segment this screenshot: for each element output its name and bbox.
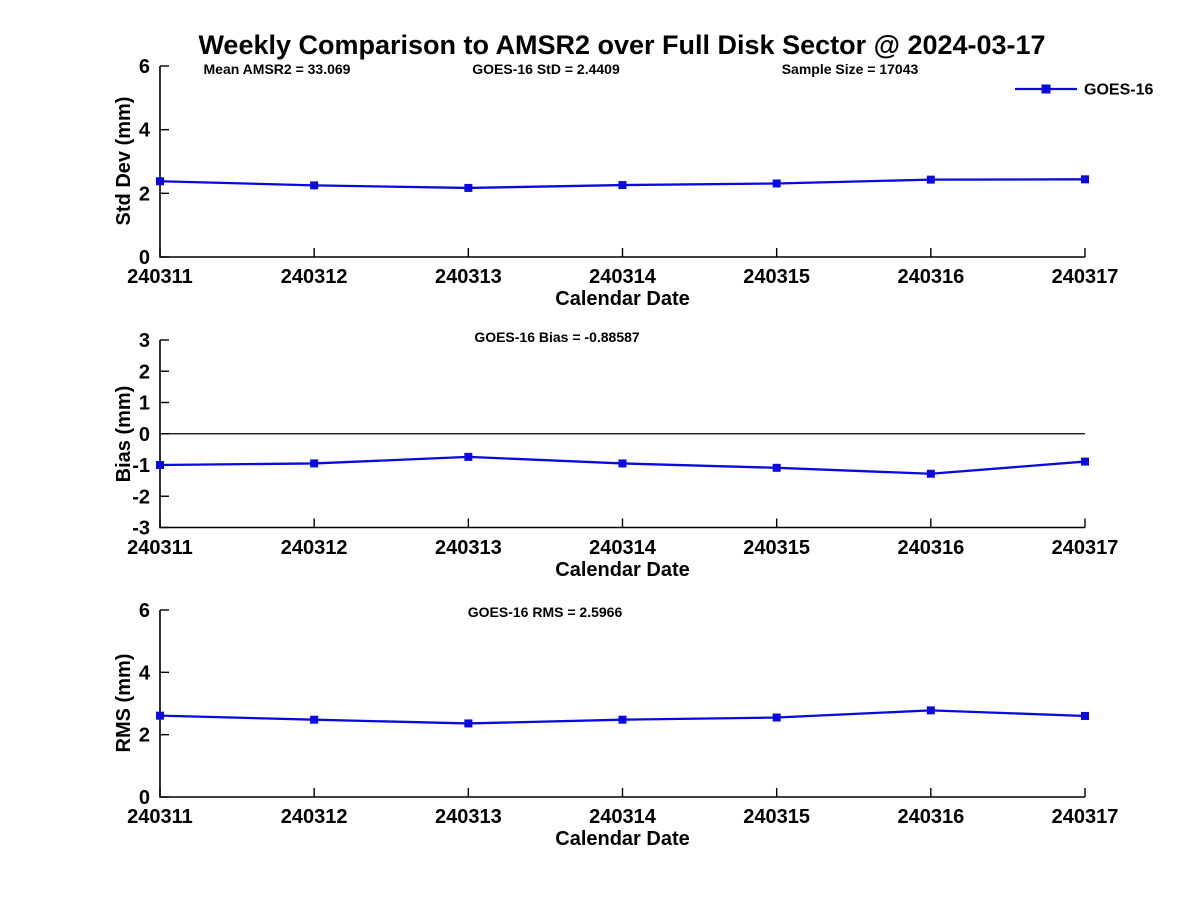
data-point-marker [926, 175, 935, 184]
data-point-marker [1081, 457, 1089, 466]
y-axis-label: RMS (mm) [113, 654, 135, 753]
x-axis-label: Calendar Date [555, 828, 690, 850]
y-axis-label: Bias (mm) [113, 386, 135, 483]
data-point-marker [1081, 711, 1089, 720]
data-point-marker [772, 179, 781, 188]
y-tick-label: -2 [132, 486, 150, 508]
data-point-marker [618, 181, 627, 190]
annotation-rms-0: GOES-16 RMS = 2.5966 [468, 604, 623, 620]
x-tick-label: 240315 [743, 537, 810, 559]
data-point-marker [156, 461, 164, 469]
annotation-std-dev-2: Sample Size = 17043 [782, 61, 919, 77]
x-axis-label: Calendar Date [555, 559, 690, 581]
annotation-std-dev-0: Mean AMSR2 = 33.069 [204, 61, 351, 77]
data-point-marker [464, 452, 473, 461]
figure-title: Weekly Comparison to AMSR2 over Full Dis… [198, 30, 1046, 60]
y-axis-label: Std Dev (mm) [113, 97, 135, 226]
legend: GOES-16 [1015, 82, 1153, 99]
y-tick-label: 2 [139, 183, 150, 205]
data-point-marker [464, 183, 473, 192]
x-tick-label: 240311 [127, 266, 193, 288]
y-tick-label: 0 [139, 787, 150, 809]
x-tick-label: 240313 [435, 266, 502, 288]
x-tick-label: 240311 [127, 537, 193, 559]
data-point-marker [156, 177, 164, 186]
x-tick-label: 240313 [435, 537, 502, 559]
x-tick-label: 240315 [743, 266, 810, 288]
x-tick-label: 240314 [589, 806, 657, 828]
data-point-marker [772, 713, 781, 722]
x-tick-label: 240316 [897, 266, 964, 288]
y-tick-label: 0 [139, 247, 150, 269]
data-point-marker [772, 463, 781, 472]
subplot-rms: 0 2 4 6 240311 240312 240313 240314 240315 240316… [113, 600, 1118, 850]
x-tick-label: 240312 [281, 266, 348, 288]
x-tick-label: 240317 [1052, 266, 1119, 288]
data-point-marker [310, 715, 319, 724]
data-point-marker [310, 181, 319, 190]
axis-std-dev [159, 66, 1085, 258]
y-tick-label: 6 [139, 600, 150, 622]
legend-label: GOES-16 [1084, 82, 1153, 99]
x-tick-label: 240317 [1052, 537, 1119, 559]
data-point-marker [926, 706, 935, 715]
x-tick-label: 240312 [281, 537, 348, 559]
x-tick-label: 240311 [127, 806, 193, 828]
y-tick-label: 2 [139, 725, 150, 747]
subplot-std-dev: 0 2 4 6 240311 240312 240313 240314 240315 240316… [113, 56, 1118, 310]
data-point-marker [618, 459, 627, 468]
y-tick-label: 0 [139, 424, 150, 446]
data-point-marker [464, 719, 473, 728]
x-tick-label: 240312 [281, 806, 348, 828]
y-tick-label: -1 [132, 455, 150, 477]
data-point-marker [310, 459, 319, 468]
y-tick-label: 4 [139, 662, 151, 684]
y-tick-label: -3 [132, 518, 150, 540]
x-tick-label: 240316 [897, 806, 964, 828]
data-point-marker [1081, 175, 1089, 184]
data-point-marker [618, 715, 627, 724]
x-tick-label: 240314 [589, 266, 657, 288]
y-tick-label: 3 [139, 330, 150, 352]
x-tick-label: 240314 [589, 537, 657, 559]
y-tick-label: 1 [139, 393, 150, 415]
y-tick-label: 2 [139, 361, 150, 383]
annotation-std-dev-1: GOES-16 StD = 2.4409 [472, 61, 620, 77]
data-point-marker [926, 469, 935, 478]
data-point-marker [156, 711, 164, 720]
y-tick-label: 6 [139, 56, 150, 78]
x-tick-label: 240313 [435, 806, 502, 828]
axis-rms [159, 610, 1085, 798]
annotation-bias-0: GOES-16 Bias = -0.88587 [474, 329, 640, 345]
x-tick-label: 240315 [743, 806, 810, 828]
y-tick-label: 4 [139, 120, 151, 142]
x-tick-label: 240316 [897, 537, 964, 559]
x-axis-label: Calendar Date [555, 288, 690, 310]
x-tick-label: 240317 [1052, 806, 1119, 828]
legend-marker-icon [1041, 84, 1051, 94]
